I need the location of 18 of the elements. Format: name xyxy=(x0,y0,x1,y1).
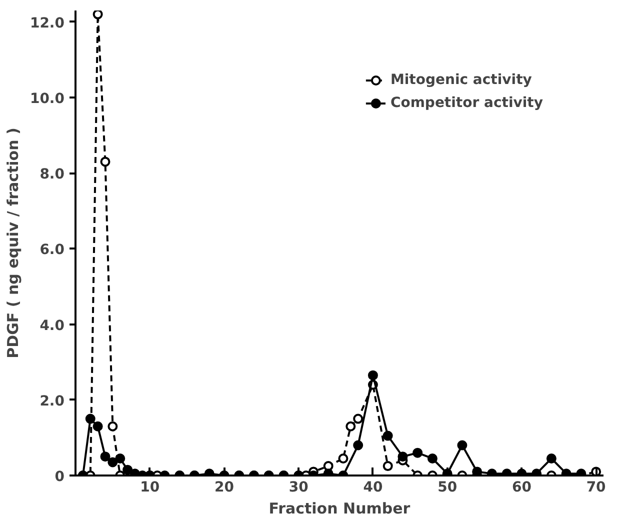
y-tick-label: 10.0 xyxy=(30,90,65,107)
x-tick-label: 50 xyxy=(438,480,458,496)
x-tick-label: 70 xyxy=(586,480,606,496)
x-axis-title: Fraction Number xyxy=(268,500,411,518)
x-tick-label: 40 xyxy=(363,480,383,496)
y-tick-label: 0 xyxy=(54,469,65,485)
x-tick-label: 20 xyxy=(214,480,234,496)
y-tick-label: 6.0 xyxy=(40,242,65,258)
legend-label: Mitogenic activity xyxy=(390,72,532,88)
x-tick-label: 10 xyxy=(140,480,160,496)
y-tick-label: 12.0 xyxy=(30,15,65,32)
legend-label: Competitor activity xyxy=(390,95,543,111)
x-tick-label: 60 xyxy=(512,480,532,496)
y-tick-label: 8.0 xyxy=(40,166,65,183)
x-tick-label: 30 xyxy=(288,480,309,496)
y-tick-label: 4.0 xyxy=(40,318,65,334)
y-tick-label: 2.0 xyxy=(40,393,65,410)
y-axis-title: PDGF ( ng equiv / fraction ) xyxy=(4,128,22,358)
